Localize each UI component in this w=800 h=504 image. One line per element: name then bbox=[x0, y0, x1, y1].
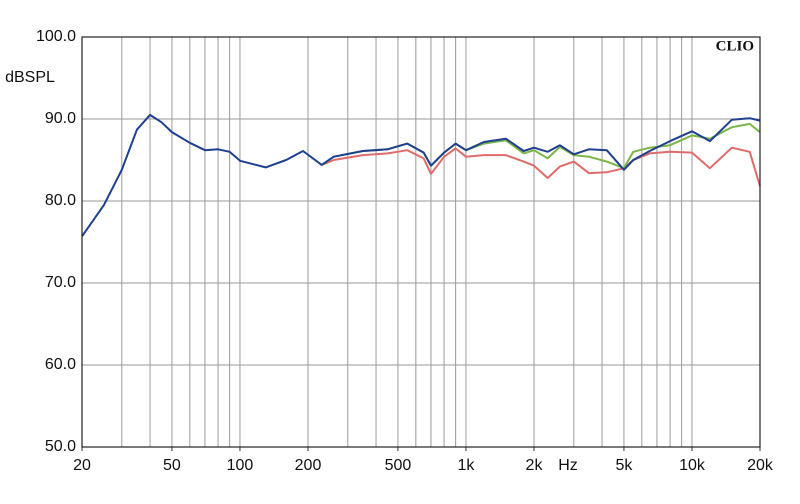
x-tick-label: 50 bbox=[163, 457, 181, 474]
x-tick-label: 20 bbox=[73, 457, 91, 474]
x-tick-label: 1k bbox=[458, 457, 476, 474]
y-tick-label: 80.0 bbox=[45, 192, 76, 209]
x-tick-label: 100 bbox=[227, 457, 254, 474]
plot-frame bbox=[81, 36, 761, 448]
x-tick-label: 200 bbox=[295, 457, 322, 474]
y-tick-label: 50.0 bbox=[45, 438, 76, 455]
series-line bbox=[81, 113, 761, 237]
y-tick-label: 60.0 bbox=[45, 356, 76, 373]
brand: CLIO bbox=[716, 38, 754, 54]
series-line bbox=[321, 146, 761, 187]
x-tick-label: 20k bbox=[747, 457, 774, 474]
x-tick-label: 5k bbox=[615, 457, 633, 474]
y-tick-label: 70.0 bbox=[45, 274, 76, 291]
y-axis-label: dBSPL bbox=[5, 69, 55, 86]
x-tick-label: 2k bbox=[526, 457, 544, 474]
y-tick-label: 90.0 bbox=[45, 110, 76, 127]
x-tick-label: 500 bbox=[385, 457, 412, 474]
x-axis-label: Hz bbox=[558, 457, 578, 474]
y-tick-label: 100.0 bbox=[36, 28, 76, 45]
x-tick-label: 10k bbox=[679, 457, 706, 474]
